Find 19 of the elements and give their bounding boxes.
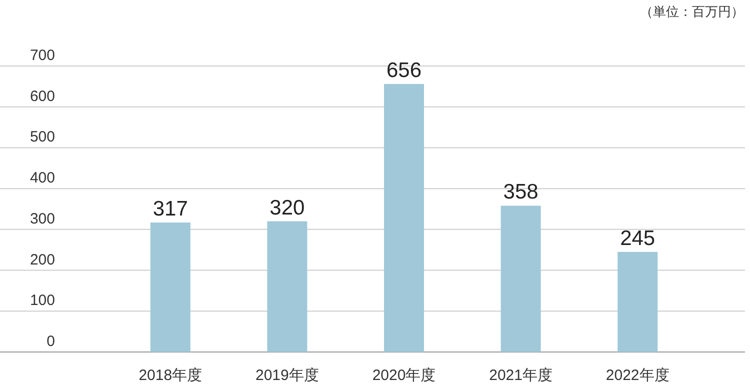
x-tick-label: 2021年度 (489, 367, 552, 384)
x-tick-label: 2022年度 (606, 367, 670, 384)
y-tick-label: 600 (30, 88, 55, 105)
y-tick-label: 500 (30, 128, 55, 146)
y-tick-label: 700 (30, 47, 55, 64)
data-label: 245 (620, 226, 656, 250)
y-tick-label: 0 (46, 333, 55, 350)
data-label: 656 (386, 58, 422, 82)
x-tick-label: 2020年度 (372, 367, 436, 384)
data-label: 317 (152, 197, 188, 220)
y-tick-label: 200 (30, 251, 55, 268)
data-label: 320 (270, 196, 305, 220)
text: （単位：百万円） (640, 4, 744, 19)
y-tick-label: 400 (30, 170, 55, 187)
y-tick-label: 100 (30, 292, 55, 310)
data-label: 358 (503, 180, 538, 204)
y-tick-label: 300 (30, 210, 55, 228)
x-tick-label: 2018年度 (138, 367, 202, 384)
x-tick-label: 2019年度 (256, 367, 319, 384)
